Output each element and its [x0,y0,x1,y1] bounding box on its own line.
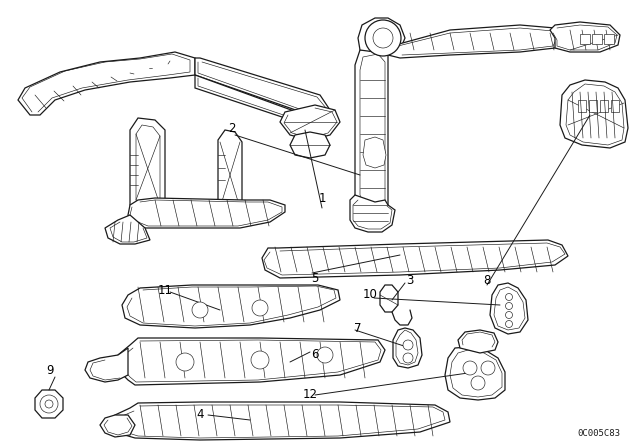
Polygon shape [363,137,386,168]
Polygon shape [350,195,395,232]
Polygon shape [611,100,619,112]
Text: 7: 7 [355,322,362,335]
Polygon shape [195,58,330,115]
Polygon shape [578,100,586,112]
Polygon shape [600,100,608,112]
Polygon shape [280,105,340,140]
Text: 2: 2 [228,121,236,134]
Circle shape [506,311,513,319]
Polygon shape [580,34,590,44]
Circle shape [463,361,477,375]
Text: 10: 10 [363,289,378,302]
Polygon shape [589,100,597,112]
Polygon shape [118,338,385,385]
Circle shape [252,300,268,316]
Circle shape [365,20,401,56]
Circle shape [506,302,513,310]
Polygon shape [195,75,332,128]
Polygon shape [218,130,242,214]
Polygon shape [380,285,398,312]
Polygon shape [604,34,614,44]
Circle shape [373,28,393,48]
Text: 3: 3 [406,273,413,287]
Polygon shape [450,350,502,397]
Polygon shape [35,390,63,418]
Circle shape [40,395,58,413]
Circle shape [317,347,333,363]
Text: 9: 9 [46,363,54,376]
Circle shape [403,353,413,363]
Polygon shape [355,47,388,215]
Circle shape [176,353,194,371]
Polygon shape [388,25,560,58]
Polygon shape [262,240,568,278]
Polygon shape [550,22,620,52]
Circle shape [506,293,513,301]
Polygon shape [566,84,624,145]
Polygon shape [592,34,602,44]
Polygon shape [100,415,135,437]
Polygon shape [393,328,422,368]
Polygon shape [490,283,528,334]
Polygon shape [358,18,405,55]
Text: 12: 12 [303,388,317,401]
Polygon shape [18,52,195,115]
Text: 6: 6 [311,349,319,362]
Polygon shape [112,402,450,440]
Text: 4: 4 [196,409,204,422]
Circle shape [45,400,53,408]
Text: 5: 5 [311,271,319,284]
Circle shape [192,302,208,318]
Polygon shape [105,215,150,244]
Circle shape [471,376,485,390]
Polygon shape [130,118,165,218]
Polygon shape [360,54,385,210]
Polygon shape [128,198,285,228]
Text: 8: 8 [483,273,491,287]
Text: 0C005C83: 0C005C83 [577,429,620,438]
Circle shape [506,320,513,327]
Polygon shape [290,132,330,158]
Polygon shape [458,330,498,353]
Polygon shape [396,330,418,365]
Polygon shape [122,285,340,328]
Polygon shape [494,287,525,330]
Polygon shape [445,347,505,400]
Circle shape [481,361,495,375]
Polygon shape [136,125,160,210]
Circle shape [251,351,269,369]
Circle shape [403,340,413,350]
Text: 11: 11 [157,284,173,297]
Polygon shape [85,348,128,382]
Text: 1: 1 [318,191,326,204]
Polygon shape [560,80,628,148]
